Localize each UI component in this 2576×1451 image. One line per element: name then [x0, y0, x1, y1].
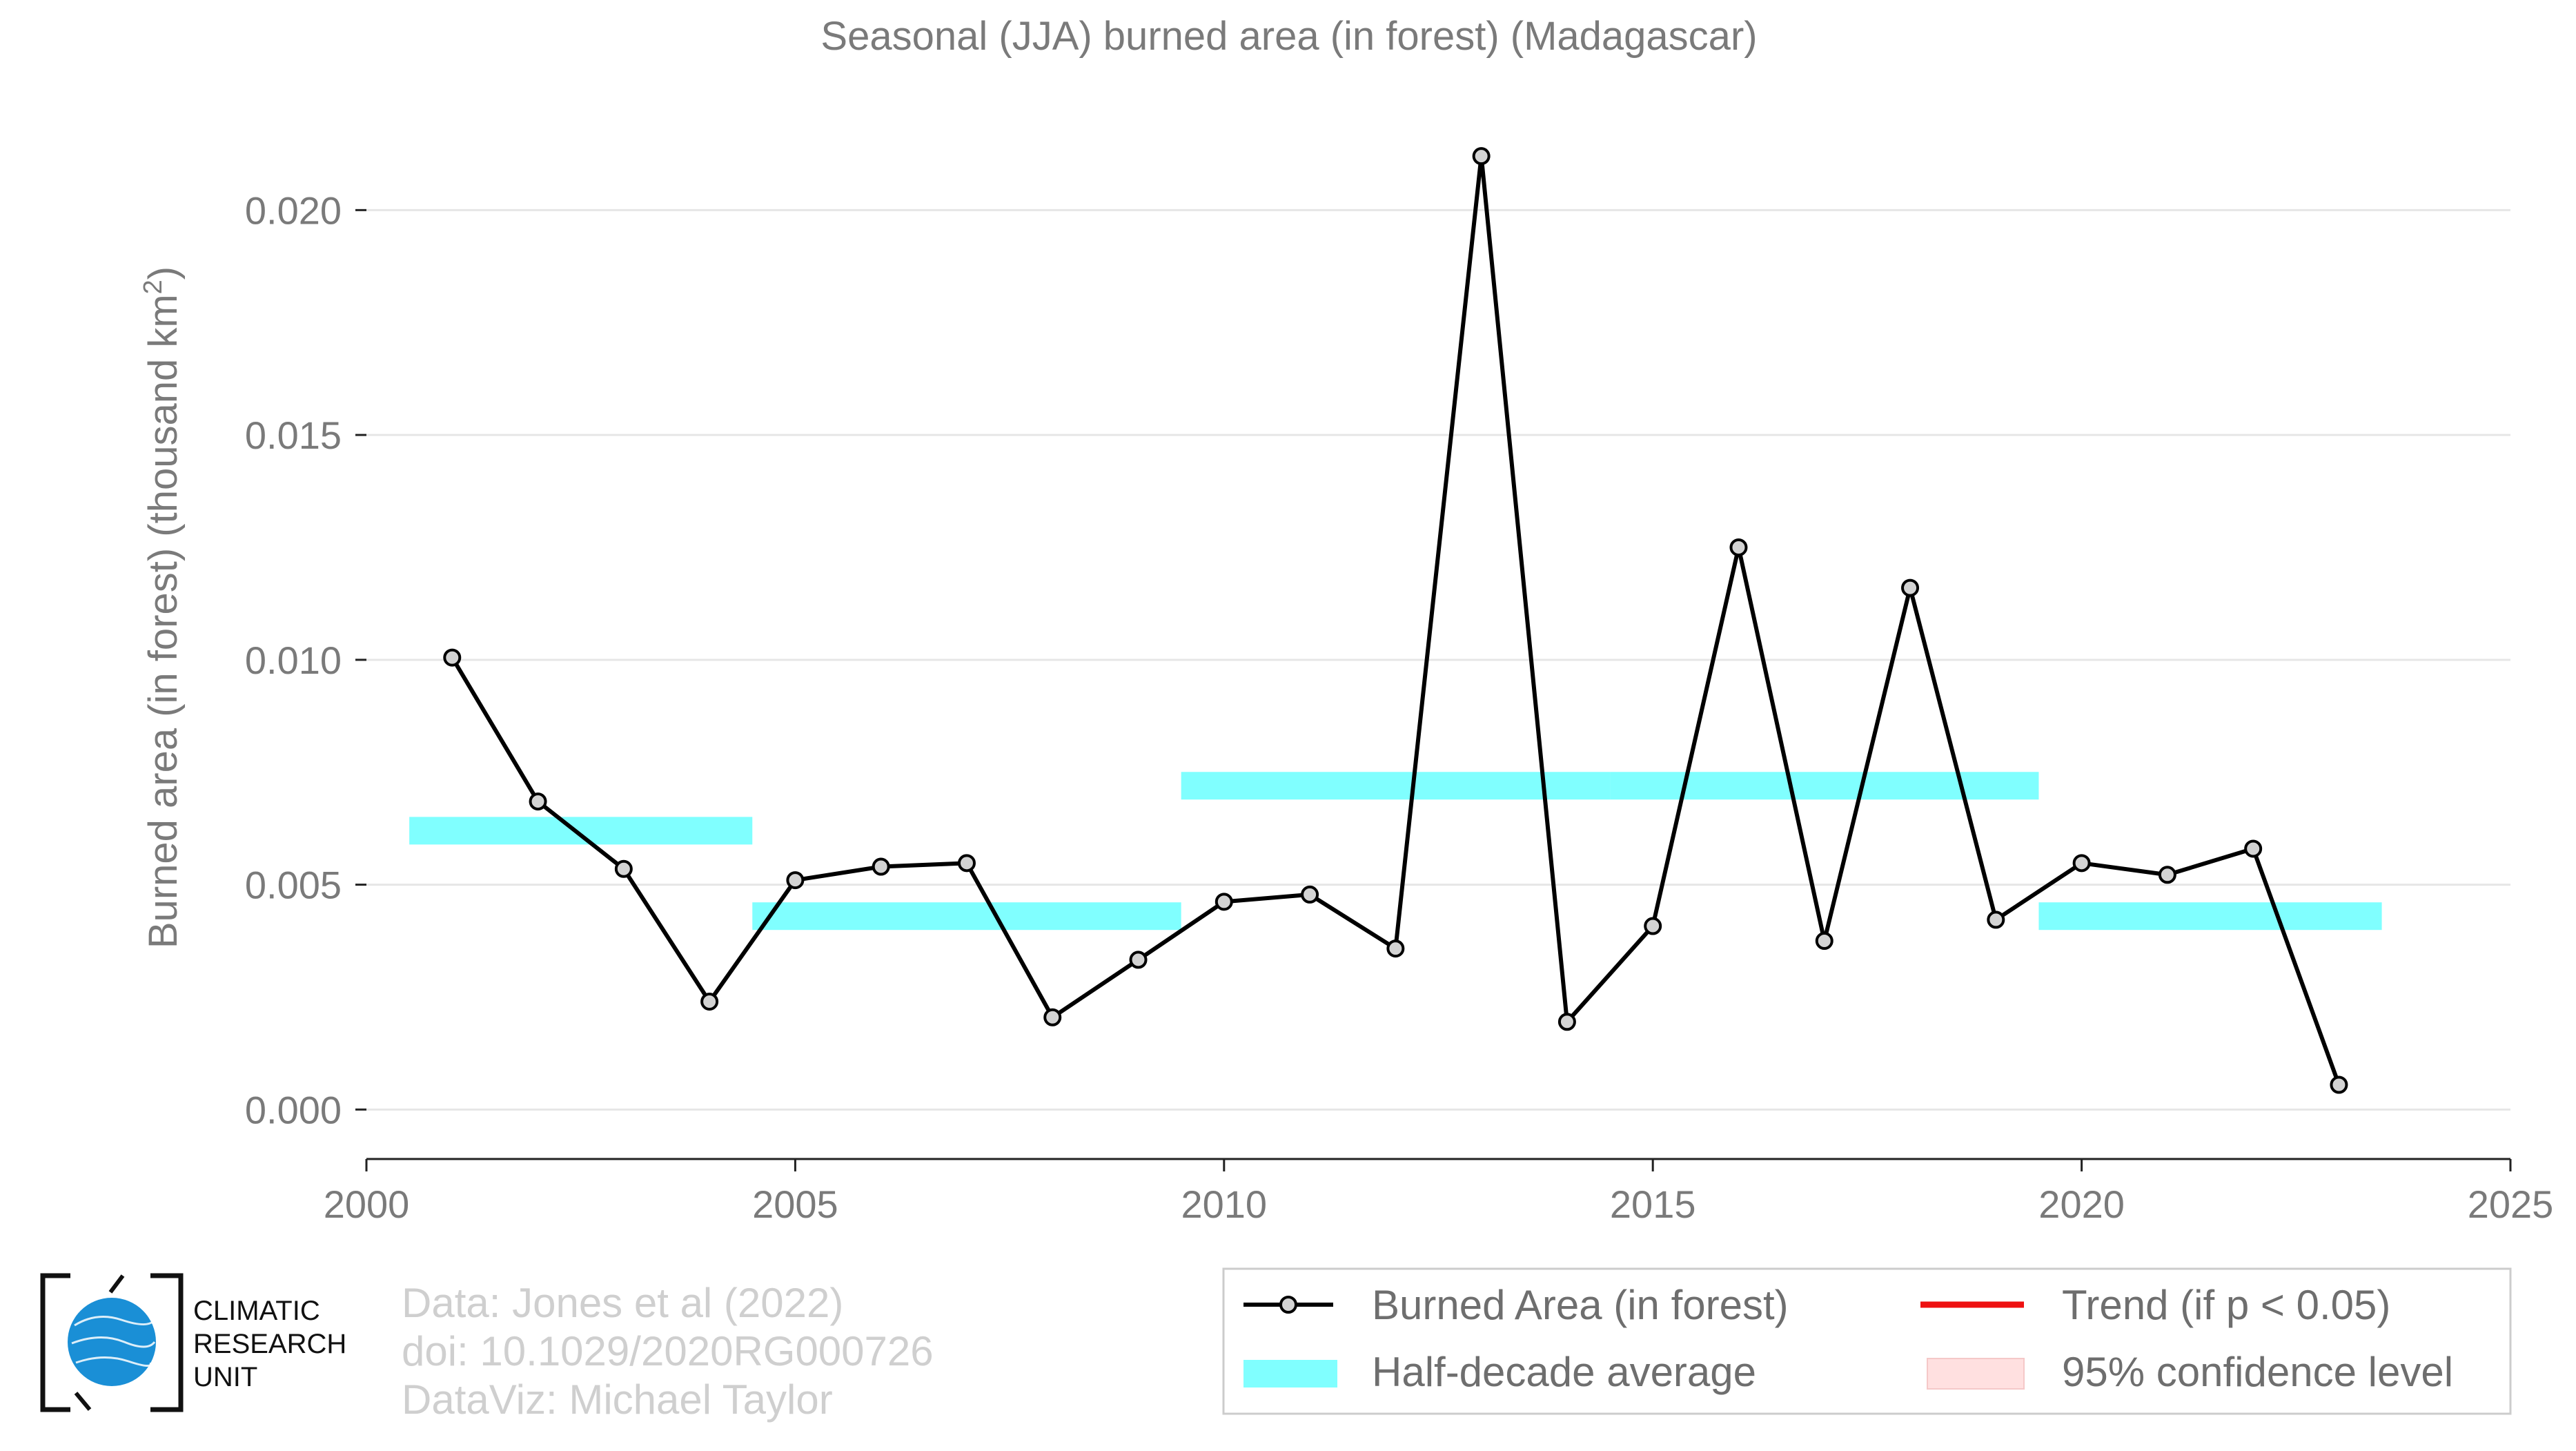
cru-logo: CLIMATIC RESEARCH UNIT: [40, 1273, 346, 1412]
data-point: [2072, 854, 2091, 873]
data-point: [1472, 147, 1491, 166]
data-point: [1215, 893, 1233, 911]
legend: Burned Area (in forest) Trend (if p < 0.…: [1222, 1267, 2512, 1415]
y-tick-label: 0.005: [245, 864, 342, 907]
data-point: [700, 992, 719, 1011]
y-axis-label: Burned area (in forest) (thousand km: [141, 294, 186, 948]
data-point: [2330, 1075, 2348, 1094]
half-decade-average-bars: [409, 772, 2382, 931]
y-tick-labels: 0.000 0.005 0.010 0.015 0.020: [245, 188, 366, 1131]
y-gridlines: [366, 208, 2510, 1111]
y-tick-label: 0.015: [245, 413, 342, 457]
logo-text-climatic: CLIMATIC: [193, 1296, 320, 1326]
legend-label-half-decade: Half-decade average: [1372, 1349, 1756, 1395]
credits: Data: Jones et al (2022) doi: 10.1029/20…: [402, 1280, 934, 1423]
half-decade-average-bar: [409, 817, 753, 845]
x-tick-label: 2005: [752, 1182, 838, 1226]
data-point: [1815, 932, 1833, 951]
y-axis-title: Burned area (in forest) (thousand km2): [139, 266, 186, 948]
data-point: [1386, 939, 1405, 958]
data-point: [957, 854, 976, 873]
half-decade-average-bar: [752, 902, 1181, 931]
y-tick-label: 0.000: [245, 1088, 342, 1131]
globe-icon: [68, 1298, 156, 1386]
legend-confidence-swatch: [1927, 1358, 2025, 1390]
logo-right-bracket: [150, 1273, 184, 1412]
data-point: [2244, 839, 2263, 858]
credit-dataviz: DataViz: Michael Taylor: [402, 1376, 833, 1423]
burned-area-markers: [443, 147, 2348, 1094]
logo-bracket-ticks: [74, 1274, 125, 1411]
credit-doi: doi: 10.1029/2020RG000726: [402, 1328, 934, 1374]
chart-title: Seasonal (JJA) burned area (in forest) (…: [820, 14, 1757, 59]
x-tick-label: 2015: [1610, 1182, 1696, 1226]
data-point: [614, 859, 633, 878]
y-tick-label: 0.010: [245, 639, 342, 682]
data-point: [529, 792, 547, 811]
data-point: [1557, 1013, 1576, 1031]
globe-lines-icon: [71, 1316, 156, 1367]
y-axis-label-superscript: 2: [139, 280, 168, 294]
data-point: [1129, 951, 1148, 969]
data-point: [1987, 910, 2005, 929]
half-decade-average-bar: [1181, 772, 1611, 800]
svg-text:Burned area (in forest) (thous: Burned area (in forest) (thousand km2): [139, 266, 186, 948]
y-axis-label-close: ): [141, 266, 186, 280]
x-tick-label: 2010: [1181, 1182, 1268, 1226]
logo-left-bracket: [40, 1273, 70, 1412]
x-ticks: 2000 2005 2010 2015 2020 2025: [324, 1159, 2554, 1226]
legend-half-decade-swatch: [1243, 1360, 1337, 1387]
x-tick-label: 2020: [2038, 1182, 2125, 1226]
data-point: [1043, 1008, 1062, 1026]
data-point: [786, 871, 805, 890]
legend-box: [1222, 1267, 2512, 1415]
logo-text-research: RESEARCH: [193, 1329, 346, 1359]
logo-text-unit: UNIT: [193, 1362, 257, 1392]
legend-label-burned-area: Burned Area (in forest): [1372, 1282, 1789, 1328]
y-tick-label: 0.020: [245, 188, 342, 232]
data-point: [443, 648, 462, 667]
data-point: [872, 857, 890, 876]
half-decade-average-bar: [2038, 902, 2382, 931]
half-decade-average-bar: [1610, 772, 2039, 800]
credit-data: Data: Jones et al (2022): [402, 1280, 843, 1326]
data-point: [1301, 885, 1319, 904]
x-tick-label: 2000: [324, 1182, 410, 1226]
legend-label-trend: Trend (if p < 0.05): [2062, 1282, 2390, 1328]
legend-label-confidence: 95% confidence level: [2062, 1349, 2453, 1395]
data-point: [1729, 538, 1748, 556]
x-tick-label: 2025: [2468, 1182, 2554, 1226]
legend-marker-swatch: [1279, 1296, 1297, 1314]
data-point: [1644, 917, 1662, 935]
data-point: [2158, 866, 2176, 884]
data-point: [1901, 578, 1920, 597]
